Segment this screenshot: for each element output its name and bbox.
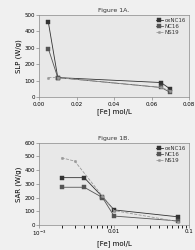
- NC16: [47, 47, 50, 50]
- NS19: [74, 160, 76, 163]
- oxNC16: [160, 81, 162, 84]
- oxNC16: [47, 21, 50, 24]
- oxNC16: [83, 176, 85, 179]
- oxNC16: [57, 76, 59, 79]
- NS19: [57, 76, 59, 79]
- Y-axis label: SAR (W/g): SAR (W/g): [15, 166, 22, 202]
- Line: NC16: NC16: [47, 47, 172, 94]
- Line: NS19: NS19: [46, 75, 173, 93]
- oxNC16: [113, 208, 115, 212]
- oxNC16: [176, 215, 179, 218]
- Legend: oxNC16, NC16, NS19: oxNC16, NC16, NS19: [156, 18, 186, 36]
- NC16: [60, 186, 63, 189]
- NS19: [160, 86, 162, 89]
- NC16: [83, 186, 85, 189]
- Line: oxNC16: oxNC16: [60, 176, 179, 218]
- NS19: [60, 156, 63, 159]
- Line: NC16: NC16: [60, 186, 179, 222]
- oxNC16: [60, 176, 63, 179]
- Line: NS19: NS19: [59, 155, 180, 224]
- X-axis label: [Fe] mol/L: [Fe] mol/L: [97, 108, 131, 115]
- Title: Figure 1A.: Figure 1A.: [98, 8, 130, 13]
- Line: oxNC16: oxNC16: [47, 21, 172, 91]
- NS19: [101, 195, 104, 198]
- NC16: [160, 86, 162, 89]
- NC16: [176, 220, 179, 222]
- NC16: [57, 76, 59, 79]
- oxNC16: [101, 195, 104, 198]
- NS19: [47, 76, 50, 79]
- NC16: [113, 214, 115, 218]
- NS19: [169, 89, 172, 92]
- NC16: [101, 196, 104, 199]
- oxNC16: [169, 88, 172, 90]
- Legend: oxNC16, NC16, NS19: oxNC16, NC16, NS19: [156, 146, 186, 163]
- NS19: [113, 209, 115, 212]
- NC16: [169, 91, 172, 94]
- Title: Figure 1B.: Figure 1B.: [98, 136, 130, 141]
- NS19: [176, 220, 179, 223]
- Y-axis label: SLP (W/g): SLP (W/g): [15, 39, 22, 73]
- X-axis label: [Fe] mol/L: [Fe] mol/L: [97, 240, 131, 246]
